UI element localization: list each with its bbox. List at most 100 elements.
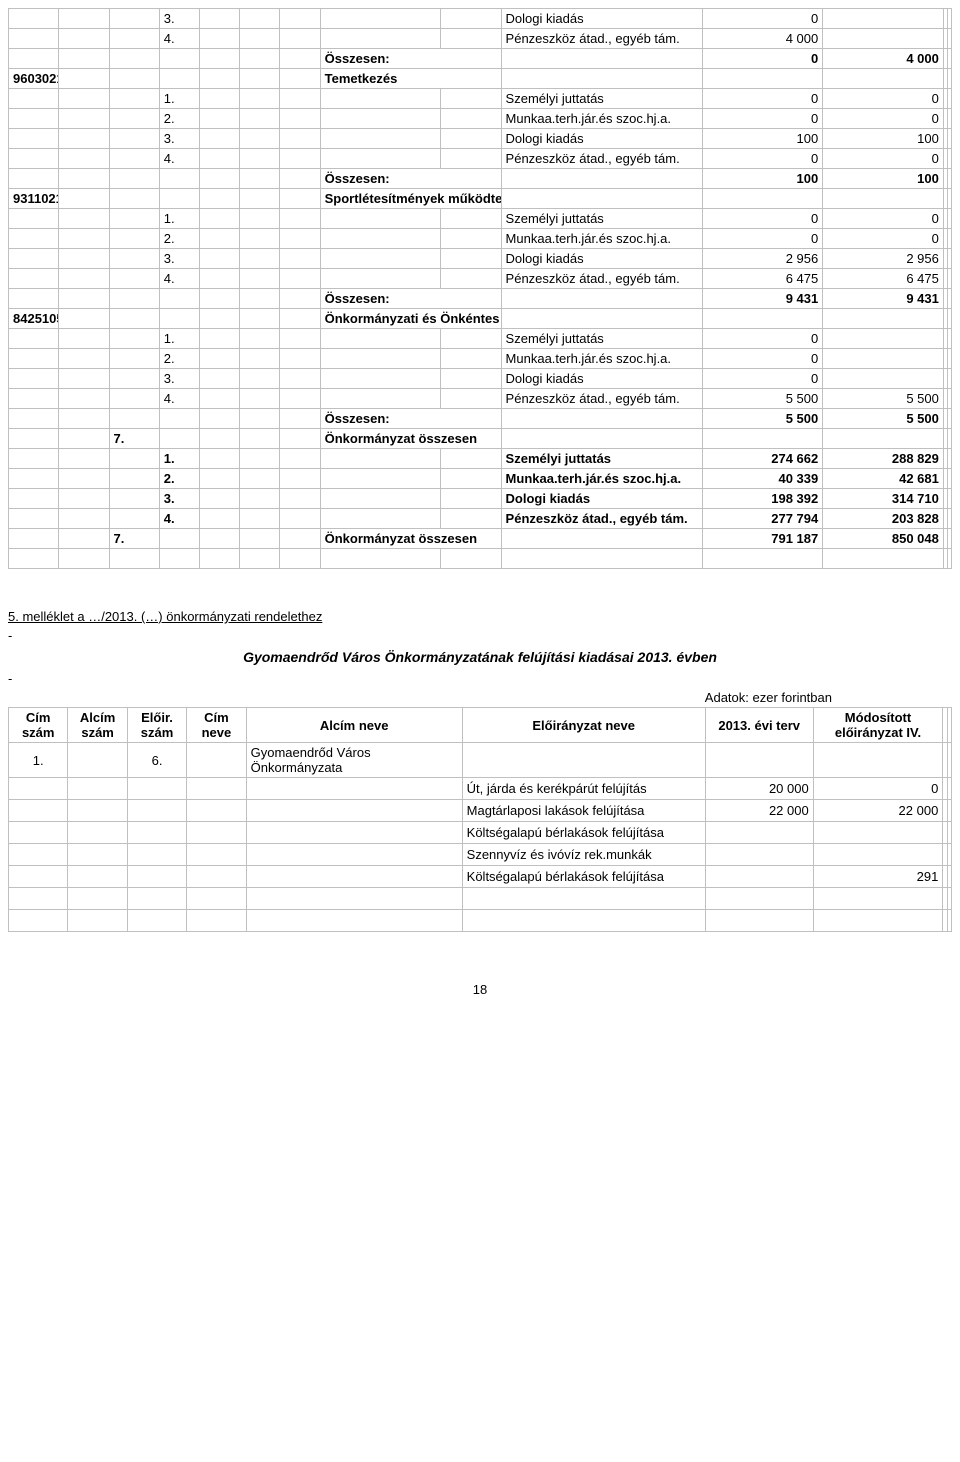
cell [9, 449, 59, 469]
cell [240, 69, 280, 89]
table-row: Összesen:9 4319 431 [9, 289, 952, 309]
cell [246, 866, 462, 888]
table-row: 84251050Önkormányzati és Önkéntes Tűzolt… [9, 309, 952, 329]
cell [200, 109, 240, 129]
cell: Összesen: [320, 289, 501, 309]
cell [280, 549, 320, 569]
cell [109, 309, 159, 329]
cell [501, 529, 702, 549]
cell: 0 [823, 209, 944, 229]
cell [200, 189, 240, 209]
cell [947, 469, 951, 489]
cell [441, 89, 501, 109]
cell: Pénzeszköz átad., egyéb tám. [501, 509, 702, 529]
cell [159, 49, 199, 69]
cell: Dologi kiadás [501, 9, 702, 29]
cell: 4. [159, 509, 199, 529]
cell [9, 249, 59, 269]
cell: 0 [702, 349, 823, 369]
cell [59, 129, 109, 149]
cell: 0 [813, 778, 943, 800]
cell [200, 469, 240, 489]
cell [240, 49, 280, 69]
cell [240, 369, 280, 389]
cell [240, 449, 280, 469]
cell [441, 129, 501, 149]
cell [109, 249, 159, 269]
cell [159, 289, 199, 309]
table-row: 4.Pénzeszköz átad., egyéb tám.5 5005 500 [9, 389, 952, 409]
cell [947, 269, 951, 289]
cell [9, 822, 68, 844]
cell [59, 269, 109, 289]
cell [320, 489, 441, 509]
cell [9, 29, 59, 49]
cell [159, 309, 199, 329]
cell [240, 149, 280, 169]
cell: 2 956 [823, 249, 944, 269]
cell: Munkaa.terh.jár.és szoc.hj.a. [501, 349, 702, 369]
table-row: Költségalapú bérlakások felújítása291 [9, 866, 952, 888]
cell [200, 449, 240, 469]
cell [280, 329, 320, 349]
cell: 4 000 [823, 49, 944, 69]
cell [441, 269, 501, 289]
cell: Dologi kiadás [501, 129, 702, 149]
cell [280, 89, 320, 109]
cell: Önkormányzat összesen [320, 529, 501, 549]
cell [109, 209, 159, 229]
cell [9, 369, 59, 389]
cell [200, 309, 240, 329]
cell: Személyi juttatás [501, 329, 702, 349]
cell [947, 509, 951, 529]
units-label: Adatok: ezer forintban [8, 690, 952, 705]
cell [109, 509, 159, 529]
cell [200, 509, 240, 529]
cell [246, 800, 462, 822]
cell [280, 229, 320, 249]
cell [59, 389, 109, 409]
cell: 0 [702, 329, 823, 349]
cell [68, 800, 127, 822]
cell [947, 149, 951, 169]
cell: 22 000 [813, 800, 943, 822]
page-number: 18 [8, 982, 952, 997]
cell [947, 9, 951, 29]
cell [320, 509, 441, 529]
cell [9, 9, 59, 29]
cell: 1. [159, 209, 199, 229]
cell [240, 469, 280, 489]
cell [109, 29, 159, 49]
cell: Összesen: [320, 169, 501, 189]
cell [127, 866, 186, 888]
budget-table-2: Cím számAlcím számElőir. számCím neveAlc… [8, 707, 952, 932]
cell [702, 69, 823, 89]
cell [200, 69, 240, 89]
cell [9, 289, 59, 309]
table-row [9, 888, 952, 910]
cell [823, 349, 944, 369]
cell [320, 209, 441, 229]
cell: 0 [702, 369, 823, 389]
cell [240, 489, 280, 509]
cell [159, 549, 199, 569]
cell [9, 888, 68, 910]
cell [187, 822, 246, 844]
cell: Pénzeszköz átad., egyéb tám. [501, 269, 702, 289]
cell [240, 109, 280, 129]
cell [280, 69, 320, 89]
cell [320, 389, 441, 409]
column-header: Előir. szám [127, 708, 186, 743]
cell [200, 49, 240, 69]
cell: 0 [702, 9, 823, 29]
cell [823, 9, 944, 29]
cell [9, 429, 59, 449]
cell [246, 888, 462, 910]
cell [320, 109, 441, 129]
cell [947, 189, 951, 209]
cell [200, 249, 240, 269]
cell [200, 409, 240, 429]
cell [947, 866, 951, 888]
cell [501, 409, 702, 429]
cell [59, 349, 109, 369]
